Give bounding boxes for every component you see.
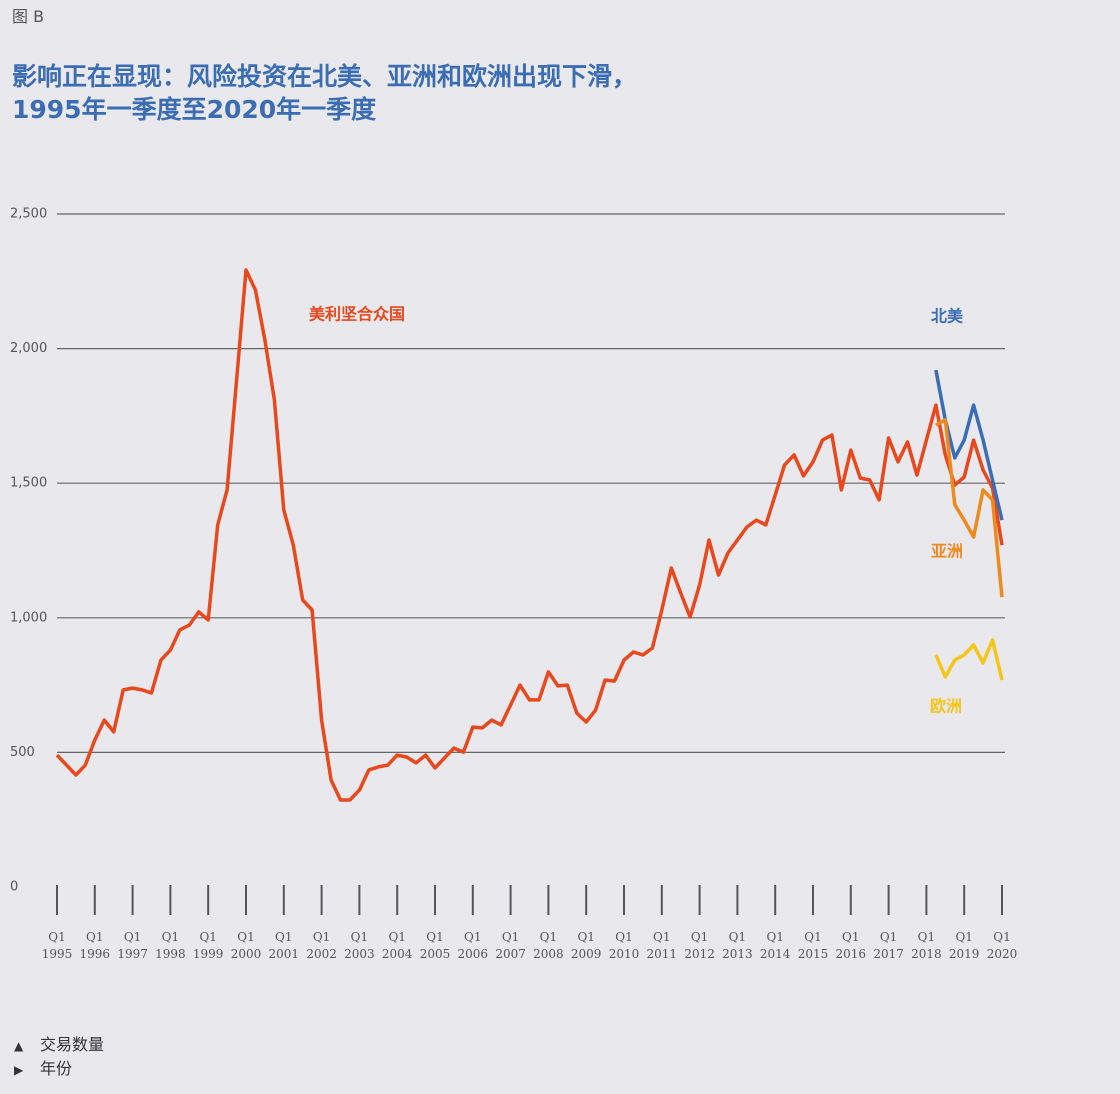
x-tick-label: Q1 2015	[797, 930, 829, 961]
series-label: 欧洲	[930, 697, 962, 716]
chart-title: 1995年一季度至2020年一季度	[12, 95, 377, 124]
series-line	[935, 418, 1004, 598]
x-tick-label: Q1 2001	[268, 930, 300, 961]
series-label: 北美	[931, 307, 964, 326]
x-tick-label: Q1 2019	[948, 930, 980, 961]
x-tick-label: Q1 2016	[835, 930, 867, 961]
x-tick-label: Q1 2005	[419, 930, 451, 961]
x-tick-label: Q1 2018	[911, 930, 942, 961]
y-tick-label: 2,000	[10, 341, 47, 356]
x-tick-label: Q1 2009	[570, 930, 602, 961]
series-line	[934, 638, 1004, 681]
footnote-text: 交易数量	[40, 1035, 105, 1054]
x-tick-label: Q1 2013	[722, 930, 753, 961]
x-tick-label: Q1 2000	[230, 930, 262, 961]
x-tick-label: Q1 2017	[873, 930, 904, 961]
y-tick-label: 0	[10, 880, 18, 895]
figure-label: 图 B	[12, 7, 45, 26]
series-label: 美利坚合众国	[309, 305, 405, 324]
x-tick-label: Q1 1999	[192, 930, 224, 961]
x-tick-label: Q1 2020	[986, 930, 1018, 961]
y-tick-label: 1,000	[10, 610, 47, 625]
series-line	[55, 268, 1004, 802]
footnote: ▶ 年份	[14, 1059, 73, 1078]
x-tick-label: Q1 2011	[646, 930, 678, 961]
y-tick-label: 1,500	[10, 476, 47, 491]
y-tick-label: 500	[10, 745, 35, 760]
x-tick-label: Q1 1998	[155, 930, 186, 961]
footnote-text: 年份	[40, 1059, 73, 1078]
x-tick-label: Q1 2010	[608, 930, 640, 961]
x-tick-label: Q1 2004	[381, 930, 413, 961]
chart-title: 影响正在显现：风险投资在北美、亚洲和欧洲出现下滑，	[12, 62, 638, 91]
y-tick-label: 2,500	[10, 207, 47, 222]
x-tick-label: Q1 2002	[306, 930, 337, 961]
x-tick-label: Q1 1996	[79, 930, 111, 961]
x-tick-label: Q1 2003	[344, 930, 375, 961]
footnote: ▲ 交易数量	[14, 1035, 105, 1054]
x-tick-label: Q1 2012	[684, 930, 715, 961]
x-tick-label: Q1 2006	[457, 930, 489, 961]
x-tick-label: Q1 2014	[759, 930, 791, 961]
x-tick-label: Q1 1997	[117, 930, 148, 961]
x-tick-label: Q1 2008	[533, 930, 564, 961]
x-tick-label: Q1 1995	[41, 930, 73, 961]
x-tick-label: Q1 2007	[495, 930, 526, 961]
series-label: 亚洲	[931, 542, 963, 561]
